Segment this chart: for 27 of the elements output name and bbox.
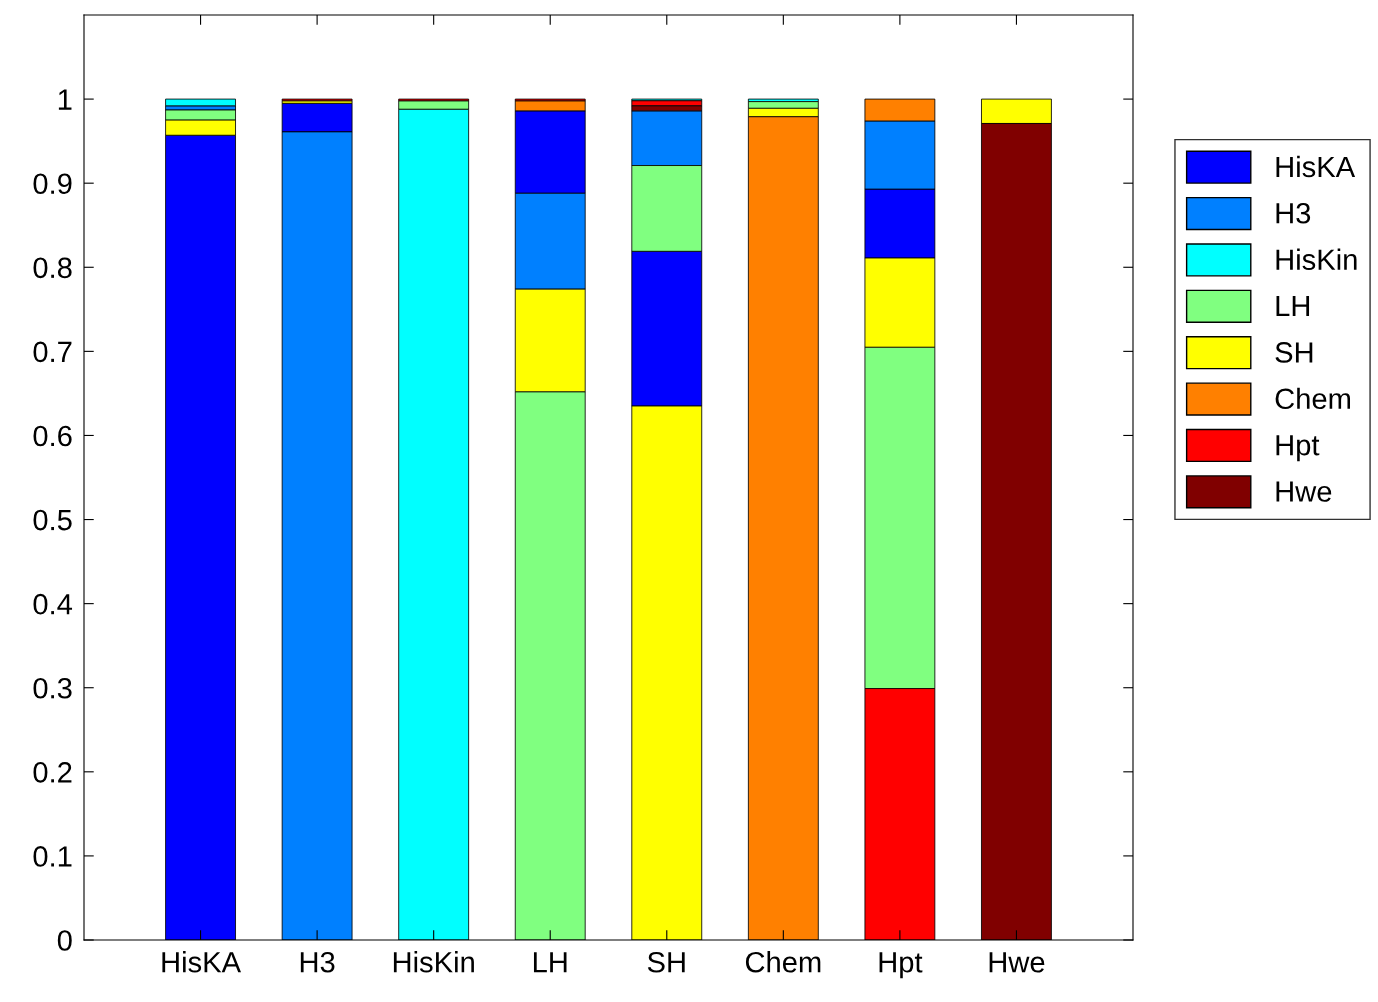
legend-label: H3: [1276, 202, 1311, 224]
y-tick-label: 0.5: [33, 509, 72, 531]
y-tick-label: 0.2: [33, 762, 72, 783]
y-tick-label: 0.8: [33, 257, 72, 279]
y-tick-label: 0.9: [33, 173, 72, 195]
y-tick-label: 0.1: [33, 846, 72, 867]
legend-label: HisKA: [1276, 155, 1356, 178]
x-tick-label: Chem: [745, 951, 821, 973]
y-tick-label: 0.4: [33, 593, 73, 615]
x-tick-label: LH: [533, 952, 567, 973]
x-tick-label: HisKin: [393, 951, 474, 973]
legend-label: Hpt: [1276, 435, 1320, 462]
x-tick-label: SH: [647, 951, 685, 973]
legend-label: Chem: [1275, 387, 1350, 410]
y-tick-label: 1: [58, 89, 72, 110]
legend-label: Hwe: [1276, 481, 1332, 502]
x-tick-label: H3: [300, 951, 335, 973]
x-tick-label: Hwe: [989, 952, 1045, 973]
x-tick-label: Hpt: [879, 952, 923, 979]
legend-label: SH: [1275, 342, 1313, 363]
y-tick-label: 0: [57, 930, 72, 951]
y-tick-label: 0.7: [33, 341, 72, 363]
y-tick-label: 0.3: [33, 677, 72, 699]
x-tick-label: HisKA: [162, 951, 242, 973]
y-tick-label: 0.6: [33, 425, 72, 447]
legend-label: LH: [1276, 296, 1310, 317]
legend-label: HisKin: [1276, 248, 1357, 270]
